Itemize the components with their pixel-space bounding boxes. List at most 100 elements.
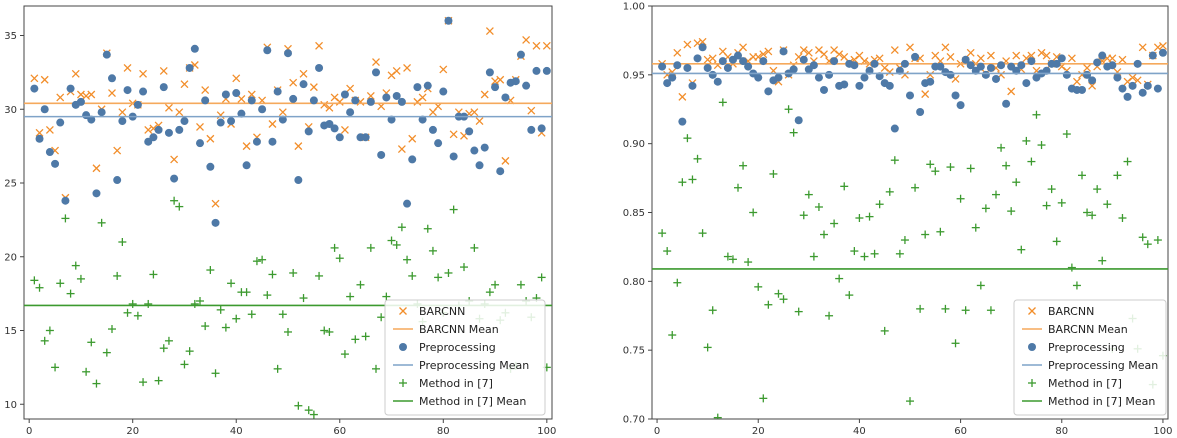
right-preprocessing-point — [1148, 51, 1157, 60]
right-method-in-7-point — [865, 212, 874, 221]
left-barcnn-point — [485, 27, 494, 36]
left-preprocessing-point — [227, 117, 236, 126]
right-y-tick-label: 0.75 — [623, 346, 645, 357]
right-legend: BARCNN BARCNN Mean Preprocessing Preprocess… — [1013, 299, 1167, 416]
right-preprocessing-point — [1078, 85, 1086, 94]
left-preprocessing-point — [175, 125, 184, 134]
right-barcnn-point — [703, 55, 712, 64]
right-barcnn-point — [1072, 77, 1081, 86]
right-preprocessing-point — [961, 55, 970, 64]
left-method-in-7-point — [66, 289, 75, 298]
left-preprocessing-point — [201, 96, 210, 105]
left-barcnn-point — [496, 75, 505, 84]
left-method-in-7-point — [392, 240, 401, 249]
left-preprocessing-point — [351, 96, 360, 105]
right-barcnn-point — [708, 54, 717, 63]
left-barcnn-point — [320, 100, 329, 109]
left-preprocessing-point — [309, 96, 318, 105]
right-method-in-7-point — [739, 161, 748, 170]
right-method-in-7-point — [916, 304, 925, 313]
left-barcnn-point — [71, 69, 80, 78]
left-method-in-7-point — [335, 254, 344, 263]
left-method-in-7-point — [408, 271, 417, 280]
left-barcnn-point — [92, 164, 101, 173]
left-method-in-7-point — [491, 280, 500, 289]
left-barcnn-point — [542, 41, 551, 50]
left-preprocessing-point — [66, 84, 75, 93]
right-barcnn-point — [976, 54, 985, 63]
right-method-in-7-point — [961, 306, 970, 315]
right-method-in-7-point — [1078, 171, 1086, 180]
right-method-in-7-point — [850, 247, 859, 256]
left-method-in-7-point — [211, 369, 220, 378]
left-preprocessing-point — [387, 115, 396, 124]
right-preprocessing-point — [1158, 48, 1167, 57]
left-preprocessing-point — [532, 66, 541, 75]
left-method-in-7-point — [128, 299, 137, 308]
right-method-in-7-point — [1113, 171, 1122, 180]
left-preprocessing-point — [501, 93, 510, 102]
left-method-in-7-point — [82, 367, 91, 376]
right-legend-swatch-method-in-7 — [1028, 379, 1036, 387]
right-preprocessing-point — [992, 74, 1000, 83]
right-preprocessing-point — [981, 70, 990, 79]
right-method-in-7-point — [734, 183, 742, 192]
right-preprocessing-point — [1118, 84, 1127, 93]
left-preprocessing-point — [496, 167, 505, 176]
left-legend-swatch-method-in-7 — [399, 379, 407, 387]
left-method-in-7-point — [56, 279, 65, 288]
left-method-in-7-point — [71, 261, 80, 270]
left-preprocessing-point — [133, 100, 142, 109]
left-method-in-7-point — [351, 335, 360, 344]
left-method-in-7-point — [170, 196, 179, 205]
left-preprocessing-point — [522, 81, 531, 90]
right-preprocessing-point — [850, 61, 859, 70]
left-barcnn-point — [289, 78, 298, 87]
left-preprocessing-point — [61, 196, 70, 205]
right-legend-label-method-in-7-mean: Method in [7] Mean — [1048, 395, 1155, 408]
right-method-in-7-point — [769, 169, 778, 178]
right-method-in-7-point — [1037, 141, 1046, 150]
right-legend-label-barcnn: BARCNN — [1048, 305, 1094, 318]
right-method-in-7-point — [1123, 157, 1132, 166]
right-method-in-7-point — [1047, 185, 1056, 194]
left-preprocessing-point — [154, 125, 163, 134]
left-method-in-7-point — [346, 292, 355, 301]
right-method-in-7-point — [890, 156, 899, 165]
right-method-in-7-point — [703, 343, 712, 352]
left-barcnn-point — [403, 63, 412, 72]
right-method-in-7-point — [936, 227, 945, 236]
right-legend-label-preprocessing: Preprocessing — [1048, 341, 1125, 354]
right-barcnn-point — [1118, 55, 1127, 64]
left-method-in-7-point — [180, 360, 189, 369]
right-barcnn-point — [880, 63, 889, 72]
left-barcnn-point — [480, 90, 489, 99]
right-barcnn-point — [683, 40, 692, 49]
right-method-in-7-point — [779, 295, 788, 304]
right-barcnn-point — [946, 52, 955, 61]
left-barcnn-point — [144, 125, 153, 134]
right-y-tick-label: 0.70 — [623, 415, 645, 426]
left-legend-label-preprocessing-mean: Preprocessing Mean — [419, 359, 529, 372]
left-legend-label-barcnn-mean: BARCNN Mean — [419, 323, 499, 336]
right-method-in-7-point — [1103, 200, 1112, 209]
right-method-in-7-point — [673, 278, 682, 287]
left-preprocessing-point — [516, 50, 525, 59]
left-method-in-7-point — [268, 270, 277, 279]
left-barcnn-point — [35, 128, 44, 137]
left-legend-swatch-preprocessing — [399, 343, 407, 351]
left-preprocessing-point — [439, 87, 448, 96]
left-preprocessing-point — [480, 143, 489, 152]
left-method-in-7-point — [108, 325, 116, 334]
right-preprocessing-point — [951, 91, 960, 100]
left-method-in-7-point — [35, 283, 44, 292]
left-method-in-7-point — [397, 223, 406, 232]
left-method-in-7-point — [315, 271, 324, 280]
left-barcnn-point — [196, 122, 204, 131]
left-preprocessing-point — [392, 91, 401, 100]
right-x-tick-label: 40 — [853, 426, 866, 437]
right-x-tick-label: 60 — [954, 426, 967, 437]
right-preprocessing-point — [885, 81, 894, 90]
right-preprocessing-point — [759, 57, 768, 66]
